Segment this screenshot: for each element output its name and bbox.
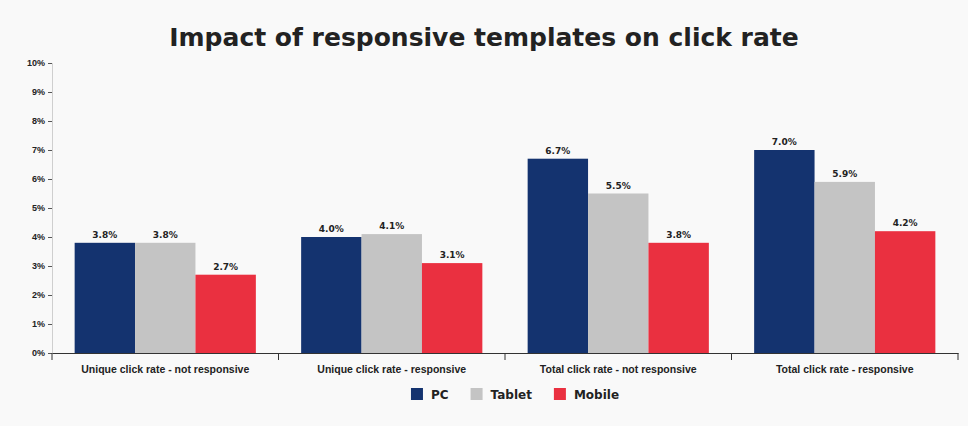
category-separator [505,353,506,360]
data-labels: 3.8% 4.0% 6.7% 7.0% 3.8% 4.1% 5.5% 5.9% 2.7% 3.1%… [92,137,917,272]
data-label: 7.0% [772,137,797,147]
bar [588,194,648,354]
y-tick: 4% [32,232,52,242]
category-separator [731,353,732,360]
legend-label: Mobile [574,388,619,402]
category-separator [278,353,279,360]
data-label: 4.1% [379,221,404,231]
y-tick-label: 9% [32,87,45,97]
legend-item: PC [411,388,449,402]
x-tick-label: Unique click rate - responsive [317,363,466,375]
y-tick: 0% [32,348,52,358]
y-tick: 6% [32,174,52,184]
y-tick-label: 10% [27,58,45,68]
x-tick: Total click rate - responsive [776,353,914,375]
x-tick: Unique click rate - not responsive [81,353,249,375]
data-label: 3.8% [92,230,117,240]
y-tick: 9% [32,87,52,97]
y-tick-mark [48,237,52,238]
y-tick-mark [48,121,52,122]
y-tick-mark [48,295,52,296]
y-tick-label: 6% [32,174,45,184]
category-separator [958,353,959,360]
y-tick: 10% [27,58,52,68]
bar [362,234,422,353]
y-tick-mark [48,353,52,354]
separators [52,353,958,360]
y-tick-label: 3% [32,261,45,271]
legend-label: PC [431,388,449,402]
legend-item: Mobile [554,388,619,402]
y-tick-mark [48,179,52,180]
y-tick: 5% [32,203,52,213]
x-tick: Unique click rate - responsive [317,353,466,375]
legend: PC Tablet Mobile [411,388,619,402]
y-tick: 7% [32,145,52,155]
category-separator [52,353,53,360]
data-label: 3.8% [666,230,691,240]
x-axis: Unique click rate - not responsive Unique… [53,353,959,375]
background [0,0,968,426]
bar [195,275,255,353]
y-axis: 0% 1% 2% 3% 4% 5% 6% 7% 8% 9% 10% [27,58,53,358]
data-label: 6.7% [545,146,570,156]
y-tick-label: 4% [32,232,45,242]
legend-swatch [554,388,566,400]
data-label: 3.1% [440,250,465,260]
y-tick: 8% [32,116,52,126]
bar [301,237,361,353]
y-tick-mark [48,150,52,151]
data-label: 2.7% [213,262,238,272]
bar [875,231,935,353]
title: Impact of responsive templates on click … [169,23,798,52]
y-tick: 2% [32,290,52,300]
data-label: 5.5% [606,181,631,191]
x-tick-label: Total click rate - responsive [776,363,914,375]
y-tick-label: 2% [32,290,45,300]
bars [75,150,936,353]
x-tick-label: Total click rate - not responsive [540,363,697,375]
y-tick-label: 5% [32,203,45,213]
data-label: 4.2% [893,218,918,228]
bar [815,182,875,353]
y-tick-label: 1% [32,319,45,329]
bar [135,243,195,353]
y-axis-line [48,64,53,354]
data-label: 5.9% [832,169,857,179]
legend-item: Tablet [471,388,533,402]
y-tick-label: 7% [32,145,45,155]
x-tick: Total click rate - not responsive [540,353,697,375]
y-tick-label: 0% [32,348,45,358]
y-tick-mark [48,324,52,325]
data-label: 3.8% [153,230,178,240]
legend-label: Tablet [491,388,533,402]
y-tick-mark [48,208,52,209]
y-tick-mark [48,63,52,64]
y-tick: 3% [32,261,52,271]
bar [528,159,588,353]
plot: 0% 1% 2% 3% 4% 5% 6% 7% 8% 9% 10% Unique click rate… [27,58,959,374]
x-tick-label: Unique click rate - not responsive [81,363,249,375]
legend-swatch [411,388,423,400]
bar [422,263,482,353]
legend-swatch [471,388,483,400]
data-label: 4.0% [319,224,344,234]
y-tick-mark [48,266,52,267]
bar [648,243,708,353]
y-tick-label: 8% [32,116,45,126]
y-tick: 1% [32,319,52,329]
y-tick-mark [48,92,52,93]
bar [75,243,135,353]
bar [754,150,814,353]
